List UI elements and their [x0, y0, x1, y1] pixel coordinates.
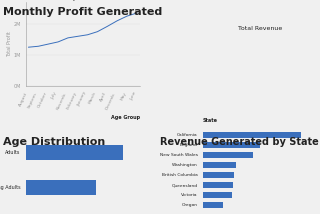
Text: Age Group: Age Group [111, 114, 140, 120]
Bar [26, 145, 124, 160]
Bar [203, 192, 232, 198]
Y-axis label: Total Profit: Total Profit [7, 31, 12, 57]
Title: Monthly distribution: Monthly distribution [51, 0, 114, 1]
Text: Total Revenue: Total Revenue [237, 26, 282, 31]
Bar [26, 180, 96, 195]
Text: Age Distribution: Age Distribution [3, 137, 106, 147]
Text: Monthly Profit Generated: Monthly Profit Generated [3, 7, 163, 18]
Bar [203, 172, 234, 178]
Text: Revenue Generated by State: Revenue Generated by State [160, 137, 319, 147]
Text: State: State [203, 118, 218, 123]
Bar [203, 162, 236, 168]
Bar [203, 132, 301, 138]
Bar [203, 202, 223, 208]
Bar [203, 142, 260, 148]
Bar [203, 152, 253, 158]
Bar [203, 182, 233, 188]
